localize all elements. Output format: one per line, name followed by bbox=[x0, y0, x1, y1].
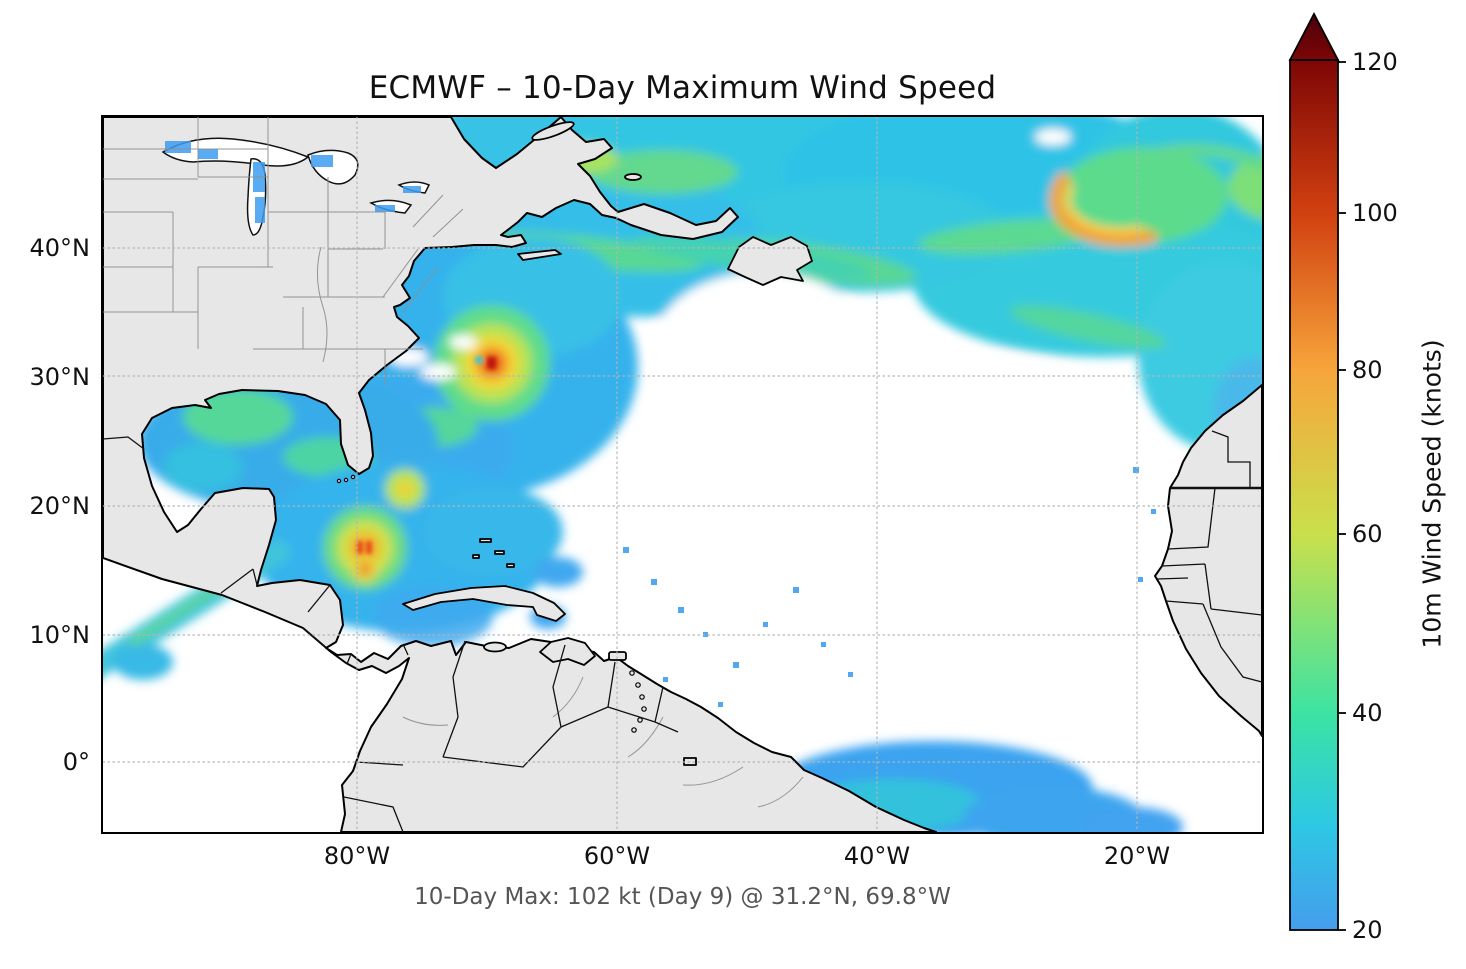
page-title: ECMWF – 10-Day Maximum Wind Speed bbox=[368, 70, 997, 106]
cuba-island bbox=[402, 585, 566, 622]
x-tick-40w: 40°W bbox=[843, 842, 911, 870]
lesser-antilles bbox=[635, 682, 641, 688]
colorbar-tick-marks bbox=[1338, 61, 1346, 931]
y-tick-40n: 40°N bbox=[29, 234, 91, 262]
colorbar-tick-80: 80 bbox=[1352, 356, 1383, 384]
graticule-gridlines bbox=[103, 117, 1262, 832]
pei-island bbox=[624, 173, 642, 181]
y-tick-10n: 10°N bbox=[29, 621, 91, 649]
lesser-antilles bbox=[629, 670, 635, 676]
anticosti-island bbox=[531, 121, 575, 141]
africa-landmass bbox=[1154, 384, 1262, 737]
land-layer bbox=[103, 117, 1262, 832]
bahamas bbox=[506, 563, 515, 568]
lesser-antilles bbox=[639, 694, 645, 700]
x-tick-60w: 60°W bbox=[583, 842, 651, 870]
map-svg bbox=[103, 117, 1262, 832]
x-tick-80w: 80°W bbox=[323, 842, 391, 870]
colorbar-tick-20: 20 bbox=[1352, 916, 1383, 944]
bahamas bbox=[494, 550, 505, 555]
map-plot-area bbox=[101, 115, 1264, 834]
jamaica-island bbox=[483, 641, 507, 653]
country-borders bbox=[103, 430, 1262, 832]
bahamas bbox=[479, 538, 492, 543]
lesser-antilles bbox=[637, 717, 643, 723]
x-tick-20w: 20°W bbox=[1103, 842, 1171, 870]
lesser-antilles bbox=[631, 727, 637, 733]
florida-keys bbox=[343, 477, 349, 483]
y-tick-30n: 30°N bbox=[29, 363, 91, 391]
colorbar-axis-label: 10m Wind Speed (knots) bbox=[1417, 339, 1447, 649]
florida-keys bbox=[336, 478, 342, 484]
colorbar bbox=[1288, 12, 1346, 931]
colorbar-tick-120: 120 bbox=[1352, 48, 1398, 76]
y-tick-0: 0° bbox=[62, 748, 90, 776]
wind-field-details bbox=[357, 356, 496, 554]
hispaniola-island bbox=[539, 637, 596, 666]
lesser-antilles bbox=[641, 706, 647, 712]
figure-caption: 10-Day Max: 102 kt (Day 9) @ 31.2°N, 69.… bbox=[414, 884, 951, 910]
colorbar-over-arrow bbox=[1288, 12, 1340, 61]
florida-keys bbox=[350, 474, 356, 480]
bahamas bbox=[472, 554, 480, 559]
long-island bbox=[517, 249, 562, 261]
newfoundland-island bbox=[727, 236, 813, 286]
colorbar-tick-100: 100 bbox=[1352, 199, 1398, 227]
colorbar-tick-40: 40 bbox=[1352, 699, 1383, 727]
americas-landmass bbox=[103, 117, 937, 832]
y-tick-20n: 20°N bbox=[29, 492, 91, 520]
colorbar-tick-60: 60 bbox=[1352, 520, 1383, 548]
colorbar-gradient-bar bbox=[1289, 59, 1339, 931]
